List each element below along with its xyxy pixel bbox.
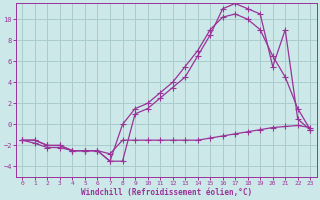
X-axis label: Windchill (Refroidissement éolien,°C): Windchill (Refroidissement éolien,°C) bbox=[81, 188, 252, 197]
